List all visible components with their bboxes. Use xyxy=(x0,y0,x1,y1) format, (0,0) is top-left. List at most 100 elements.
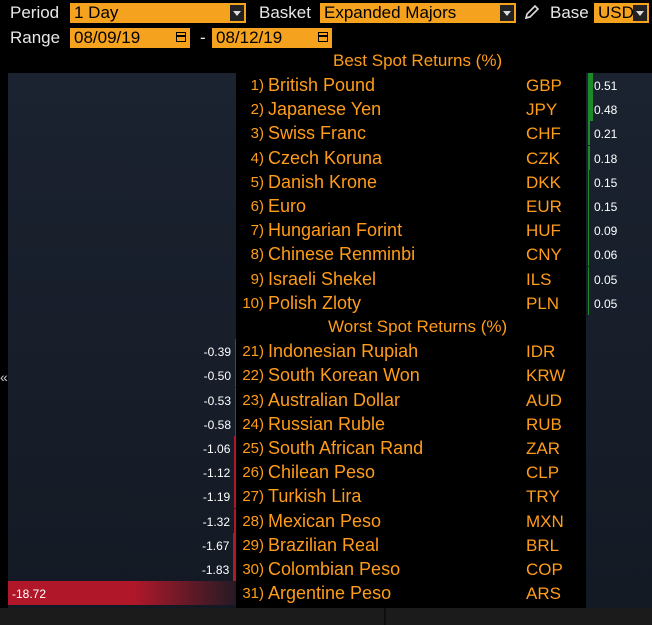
currency-code: GBP xyxy=(526,76,562,95)
currency-name: South Korean Won xyxy=(268,365,420,386)
return-value: 0.18 xyxy=(594,151,618,166)
list-item[interactable]: -1.06 25) South African Rand ZAR xyxy=(0,436,652,460)
rank: 21) xyxy=(242,343,264,361)
date-from-field[interactable]: 08/09/19 xyxy=(70,28,190,48)
basket-select[interactable]: Expanded Majors xyxy=(320,3,516,23)
currency-code: HUF xyxy=(526,221,561,241)
chevron-down-icon[interactable] xyxy=(633,5,647,21)
period-value: 1 Day xyxy=(74,3,119,22)
rank: 27) xyxy=(242,488,264,506)
negative-bar xyxy=(235,363,236,388)
currency-code: CLP xyxy=(526,463,560,483)
list-item[interactable]: -1.83 30) Colombian Peso COP xyxy=(0,557,652,581)
positive-bar xyxy=(588,290,589,315)
list-item[interactable]: -1.67 29) Brazilian Real BRL xyxy=(0,532,652,557)
currency-name: Hungarian Forint xyxy=(268,220,403,241)
base-select[interactable]: USD xyxy=(594,3,649,23)
rank: 8) xyxy=(250,246,264,264)
list-item[interactable]: 7) Hungarian Forint HUF 0.09 xyxy=(0,218,652,243)
list-item[interactable]: 9) Israeli Shekel ILS 0.05 xyxy=(0,266,652,291)
positive-bar xyxy=(588,97,593,122)
currency-name: Chinese Renminbi xyxy=(268,244,416,265)
pencil-icon[interactable] xyxy=(524,3,540,21)
currency-code: MXN xyxy=(526,511,564,531)
returns-chart: « 1) British Pound GBP 0.51 2) Japanese Yen JP… xyxy=(0,73,652,608)
date-from-value: 08/09/19 xyxy=(74,28,141,47)
negative-bar xyxy=(234,436,236,460)
list-item[interactable]: -0.50 22) South Korean Won KRW xyxy=(0,363,652,388)
rank: 29) xyxy=(242,536,264,554)
return-value: -1.12 xyxy=(202,466,231,481)
list-item[interactable]: 3) Swiss Franc CHF 0.21 xyxy=(0,121,652,146)
currency-name: Danish Krone xyxy=(268,171,378,192)
return-value: -0.58 xyxy=(203,417,231,432)
positive-bar xyxy=(588,73,593,97)
return-value: 0.15 xyxy=(594,175,618,190)
list-item[interactable]: -0.39 21) Indonesian Rupiah IDR xyxy=(0,339,652,364)
currency-name: Czech Koruna xyxy=(268,147,383,168)
currency-code: KRW xyxy=(526,366,566,386)
currency-code: AUD xyxy=(526,390,562,410)
period-select[interactable]: 1 Day xyxy=(70,3,246,23)
rank: 23) xyxy=(242,391,264,409)
negative-bar xyxy=(233,557,236,581)
positive-bar xyxy=(588,194,590,218)
list-item[interactable]: -1.12 26) Chilean Peso CLP xyxy=(0,460,652,485)
return-value: 0.15 xyxy=(594,200,618,214)
collapse-chevron-icon[interactable]: « xyxy=(0,369,8,385)
calendar-icon[interactable] xyxy=(315,29,331,47)
range-label: Range xyxy=(10,28,61,47)
base-value: USD xyxy=(598,3,634,22)
currency-name: Argentine Peso xyxy=(268,583,392,604)
list-item[interactable]: 10) Polish Zloty PLN 0.05 xyxy=(0,290,652,315)
return-value: 0.05 xyxy=(594,296,618,311)
list-item[interactable]: -0.58 24) Russian Ruble RUB xyxy=(0,411,652,436)
rank: 25) xyxy=(242,440,264,457)
currency-name: British Pound xyxy=(268,75,376,95)
list-item[interactable]: -1.19 27) Turkish Lira TRY xyxy=(0,484,652,509)
chevron-down-icon[interactable] xyxy=(230,5,244,21)
currency-code: TRY xyxy=(526,487,560,507)
currency-code: IDR xyxy=(526,342,556,362)
rank: 26) xyxy=(242,464,264,482)
calendar-icon[interactable] xyxy=(173,29,189,47)
positive-bar xyxy=(588,218,589,243)
rank: 4) xyxy=(250,149,264,167)
currency-name: Russian Ruble xyxy=(268,413,386,434)
date-separator: - xyxy=(200,28,206,47)
currency-code: BRL xyxy=(526,535,560,555)
period-label: Period xyxy=(10,3,60,22)
currency-code: JPY xyxy=(526,100,558,120)
negative-bar xyxy=(235,411,236,436)
negative-bar xyxy=(234,508,236,533)
positive-bar xyxy=(588,169,590,194)
list-item[interactable]: 8) Chinese Renminbi CNY 0.06 xyxy=(0,242,652,267)
chevron-down-icon[interactable] xyxy=(500,5,514,21)
return-value: -18.72 xyxy=(12,587,47,602)
return-value: -1.32 xyxy=(202,514,231,529)
list-item[interactable]: -1.32 28) Mexican Peso MXN xyxy=(0,508,652,533)
positive-bar xyxy=(588,121,591,146)
list-item[interactable]: 6) Euro EUR 0.15 xyxy=(0,194,652,218)
currency-code: ARS xyxy=(526,584,561,604)
return-value: 0.09 xyxy=(594,224,618,239)
return-value: 0.48 xyxy=(594,103,618,118)
currency-name: Colombian Peso xyxy=(268,559,401,579)
rank: 1) xyxy=(250,77,264,94)
list-item[interactable]: -18.72 31) Argentine Peso ARS xyxy=(0,581,652,606)
return-value: -1.67 xyxy=(202,538,230,553)
list-item[interactable]: -0.53 23) Australian Dollar AUD xyxy=(0,387,652,412)
currency-name: Turkish Lira xyxy=(268,486,362,507)
currency-code: PLN xyxy=(526,293,560,313)
list-item[interactable]: 4) Czech Koruna CZK 0.18 xyxy=(0,145,652,170)
return-value: -0.53 xyxy=(203,393,231,408)
list-item[interactable]: 5) Danish Krone DKK 0.15 xyxy=(0,169,652,194)
currency-name: Israeli Shekel xyxy=(268,268,377,289)
return-value: -1.06 xyxy=(203,442,231,456)
list-item[interactable]: 2) Japanese Yen JPY 0.48 xyxy=(0,97,652,122)
date-to-field[interactable]: 08/12/19 xyxy=(212,28,332,48)
list-item[interactable]: 1) British Pound GBP 0.51 xyxy=(0,73,652,97)
currency-name: Polish Zloty xyxy=(268,292,362,313)
positive-bar xyxy=(588,242,589,267)
positive-bar xyxy=(588,145,590,170)
